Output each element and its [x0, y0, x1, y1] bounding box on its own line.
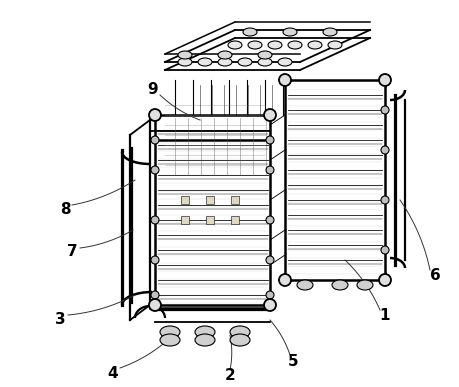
- Text: 2: 2: [224, 368, 235, 384]
- Circle shape: [149, 299, 161, 311]
- Circle shape: [151, 216, 159, 224]
- Ellipse shape: [257, 58, 271, 66]
- Circle shape: [151, 136, 159, 144]
- Circle shape: [265, 136, 274, 144]
- Ellipse shape: [308, 41, 321, 49]
- Circle shape: [151, 166, 159, 174]
- Ellipse shape: [247, 41, 262, 49]
- Circle shape: [380, 246, 388, 254]
- Circle shape: [151, 256, 159, 264]
- Circle shape: [380, 276, 388, 284]
- Bar: [206, 216, 213, 224]
- Bar: [230, 216, 239, 224]
- Circle shape: [263, 109, 275, 121]
- Text: 5: 5: [287, 353, 298, 368]
- Ellipse shape: [242, 28, 257, 36]
- Ellipse shape: [277, 58, 291, 66]
- Circle shape: [265, 291, 274, 299]
- Circle shape: [265, 216, 274, 224]
- Circle shape: [378, 274, 390, 286]
- Ellipse shape: [218, 51, 231, 59]
- Bar: [180, 216, 189, 224]
- Circle shape: [380, 146, 388, 154]
- Circle shape: [265, 166, 274, 174]
- Text: 3: 3: [55, 312, 65, 327]
- Ellipse shape: [356, 280, 372, 290]
- Ellipse shape: [287, 41, 302, 49]
- Ellipse shape: [297, 280, 312, 290]
- Ellipse shape: [178, 58, 191, 66]
- Ellipse shape: [322, 28, 336, 36]
- Text: 4: 4: [107, 365, 118, 380]
- Text: 6: 6: [429, 269, 439, 284]
- Bar: [230, 196, 239, 204]
- Text: 1: 1: [379, 308, 389, 322]
- Circle shape: [279, 274, 291, 286]
- Ellipse shape: [195, 326, 214, 338]
- Circle shape: [149, 109, 161, 121]
- Circle shape: [265, 256, 274, 264]
- Text: 7: 7: [67, 245, 77, 260]
- Ellipse shape: [218, 58, 231, 66]
- Bar: [180, 196, 189, 204]
- Ellipse shape: [257, 51, 271, 59]
- Circle shape: [378, 74, 390, 86]
- Ellipse shape: [178, 51, 191, 59]
- Ellipse shape: [230, 334, 249, 346]
- Ellipse shape: [195, 334, 214, 346]
- Circle shape: [380, 106, 388, 114]
- Ellipse shape: [197, 58, 212, 66]
- Circle shape: [263, 299, 275, 311]
- Text: 8: 8: [60, 202, 70, 217]
- Circle shape: [151, 291, 159, 299]
- Ellipse shape: [327, 41, 341, 49]
- Bar: [206, 196, 213, 204]
- Text: 9: 9: [147, 82, 158, 96]
- Circle shape: [380, 196, 388, 204]
- Ellipse shape: [160, 334, 179, 346]
- Ellipse shape: [237, 58, 252, 66]
- Ellipse shape: [228, 41, 241, 49]
- Ellipse shape: [230, 326, 249, 338]
- Ellipse shape: [268, 41, 281, 49]
- Ellipse shape: [160, 326, 179, 338]
- Circle shape: [279, 74, 291, 86]
- Ellipse shape: [282, 28, 297, 36]
- Ellipse shape: [331, 280, 347, 290]
